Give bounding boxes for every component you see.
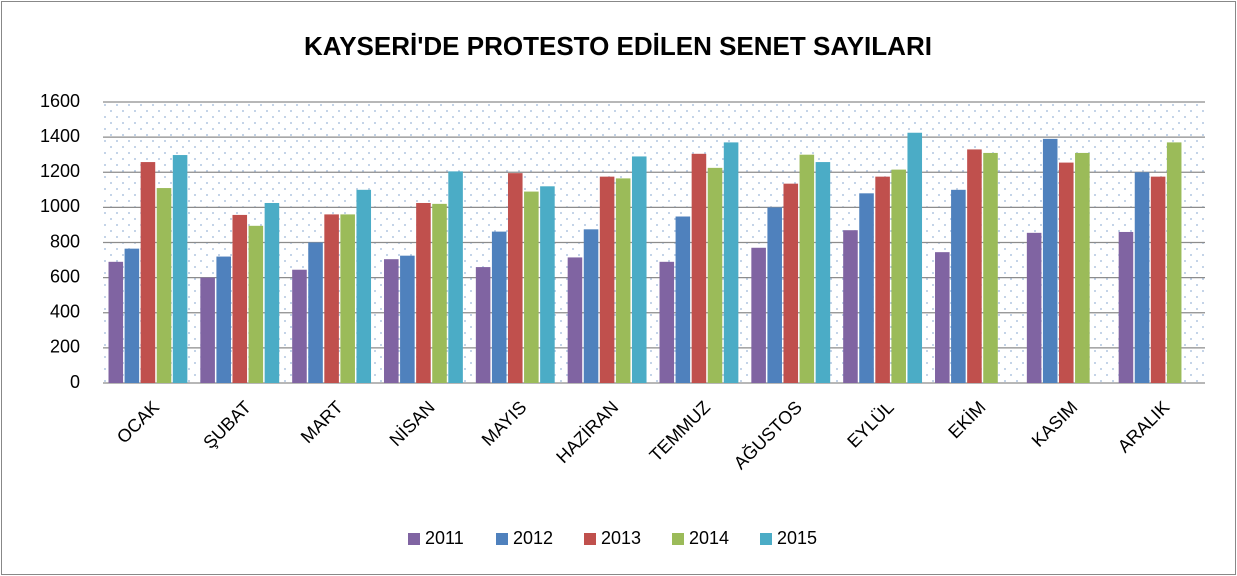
bar bbox=[216, 256, 231, 383]
y-tick-label: 1200 bbox=[40, 161, 80, 181]
bar bbox=[799, 154, 815, 383]
bar bbox=[983, 152, 998, 383]
bar bbox=[540, 186, 555, 383]
bar bbox=[767, 207, 782, 383]
legend-swatch bbox=[672, 533, 684, 545]
legend-label: 2012 bbox=[513, 528, 553, 548]
y-tick-label: 800 bbox=[50, 231, 80, 251]
bar bbox=[507, 173, 523, 383]
bar bbox=[567, 257, 583, 383]
bar bbox=[935, 252, 950, 383]
bar bbox=[524, 191, 539, 383]
bar bbox=[891, 169, 906, 383]
legend-label: 2014 bbox=[689, 528, 729, 548]
bar bbox=[675, 216, 691, 383]
legend-label: 2015 bbox=[777, 528, 817, 548]
bar bbox=[1042, 138, 1058, 383]
bar bbox=[172, 155, 188, 383]
y-tick-label: 1600 bbox=[40, 91, 80, 111]
bar bbox=[448, 171, 463, 383]
y-tick-label: 0 bbox=[70, 372, 80, 392]
bar bbox=[875, 176, 890, 383]
bar bbox=[723, 142, 739, 383]
bar bbox=[1026, 232, 1042, 383]
y-tick-label: 200 bbox=[50, 337, 80, 357]
bar bbox=[659, 261, 675, 383]
bar bbox=[432, 203, 447, 383]
legend-label: 2011 bbox=[425, 528, 464, 548]
legend-swatch bbox=[408, 533, 420, 545]
bar bbox=[599, 176, 615, 383]
legend-swatch bbox=[496, 533, 508, 545]
bar bbox=[583, 229, 599, 383]
bar bbox=[156, 188, 172, 383]
bar bbox=[1075, 152, 1090, 383]
bar bbox=[951, 189, 966, 383]
bar bbox=[691, 153, 707, 383]
bar bbox=[907, 132, 923, 383]
bar bbox=[200, 277, 215, 383]
legend-swatch bbox=[584, 533, 596, 545]
bar bbox=[783, 183, 799, 383]
y-tick-label: 400 bbox=[50, 302, 80, 322]
bar bbox=[400, 255, 415, 383]
bar bbox=[859, 193, 874, 383]
legend-swatch bbox=[760, 533, 772, 545]
bar bbox=[248, 225, 264, 383]
bar bbox=[967, 149, 982, 383]
bar bbox=[491, 231, 507, 383]
bar bbox=[124, 248, 140, 383]
bar bbox=[1150, 176, 1166, 383]
bar bbox=[1134, 172, 1150, 383]
bar bbox=[308, 242, 323, 383]
bar bbox=[416, 202, 431, 383]
y-tick-label: 1000 bbox=[40, 196, 80, 216]
bar bbox=[475, 267, 491, 383]
bar bbox=[324, 214, 339, 383]
bar bbox=[631, 156, 647, 383]
bar bbox=[140, 162, 156, 383]
chart-title: KAYSERİ'DE PROTESTO EDİLEN SENET SAYILAR… bbox=[304, 31, 932, 61]
bar bbox=[292, 269, 307, 383]
bar bbox=[815, 162, 831, 383]
bar bbox=[232, 214, 248, 383]
bar bbox=[264, 202, 280, 383]
bar bbox=[1118, 231, 1134, 383]
bar bbox=[843, 230, 858, 383]
bar bbox=[615, 178, 631, 383]
bar bbox=[707, 167, 723, 383]
bar bbox=[384, 259, 399, 383]
bar bbox=[356, 189, 372, 383]
bar bbox=[108, 261, 124, 383]
bar bbox=[1058, 162, 1074, 383]
legend-label: 2013 bbox=[601, 528, 641, 548]
y-tick-label: 1400 bbox=[40, 126, 80, 146]
bar bbox=[1166, 142, 1182, 383]
bar bbox=[751, 247, 766, 383]
bar bbox=[340, 214, 355, 383]
y-tick-label: 600 bbox=[50, 266, 80, 286]
